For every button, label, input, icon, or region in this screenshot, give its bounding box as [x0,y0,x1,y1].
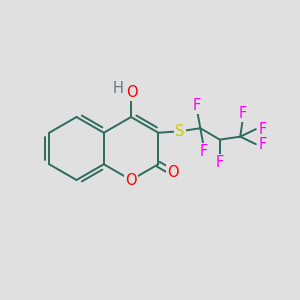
Text: S: S [175,124,184,139]
Text: F: F [258,137,267,152]
Text: F: F [216,155,224,170]
Text: F: F [238,106,247,121]
Text: F: F [258,122,267,137]
Text: O: O [126,85,138,100]
Text: F: F [200,144,208,159]
Text: O: O [125,173,137,188]
Text: F: F [193,98,201,113]
Text: O: O [168,166,179,181]
Text: H: H [113,81,124,96]
